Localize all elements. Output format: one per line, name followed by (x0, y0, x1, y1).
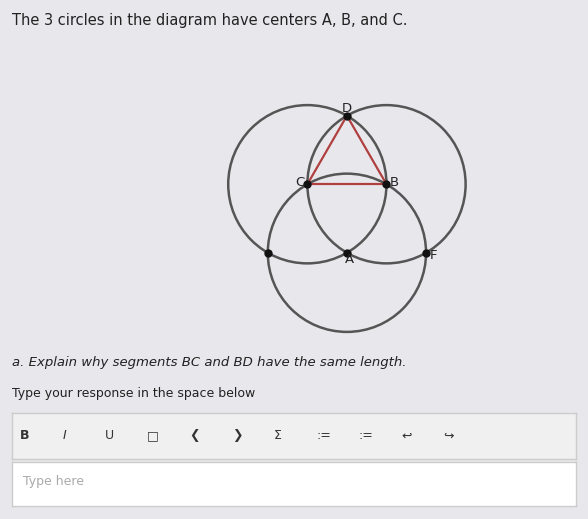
Text: D: D (342, 102, 352, 115)
Point (303, 180, 312, 188)
Text: B: B (20, 429, 30, 443)
Text: A: A (345, 253, 354, 266)
Text: Type your response in the space below: Type your response in the space below (12, 387, 255, 400)
Text: The 3 circles in the diagram have centers A, B, and C.: The 3 circles in the diagram have center… (12, 13, 407, 28)
Text: a. Explain why segments BC and BD have the same length.: a. Explain why segments BC and BD have t… (12, 356, 406, 368)
Text: Σ: Σ (274, 429, 282, 443)
Point (342, 249, 352, 257)
Point (382, 180, 391, 188)
Text: U: U (105, 429, 114, 443)
Point (422, 249, 431, 257)
Text: ❯: ❯ (232, 429, 242, 443)
Point (342, 112, 352, 120)
Text: I: I (62, 429, 66, 443)
Text: ❮: ❮ (189, 429, 200, 443)
Text: ↪: ↪ (443, 429, 454, 443)
Text: Type here: Type here (23, 475, 84, 488)
Text: □: □ (147, 429, 159, 443)
Text: :=: := (359, 429, 374, 443)
Text: F: F (429, 249, 437, 262)
Text: ↩: ↩ (401, 429, 412, 443)
Text: :=: := (316, 429, 332, 443)
Point (263, 249, 272, 257)
Text: C: C (295, 176, 304, 189)
Text: B: B (390, 176, 399, 189)
